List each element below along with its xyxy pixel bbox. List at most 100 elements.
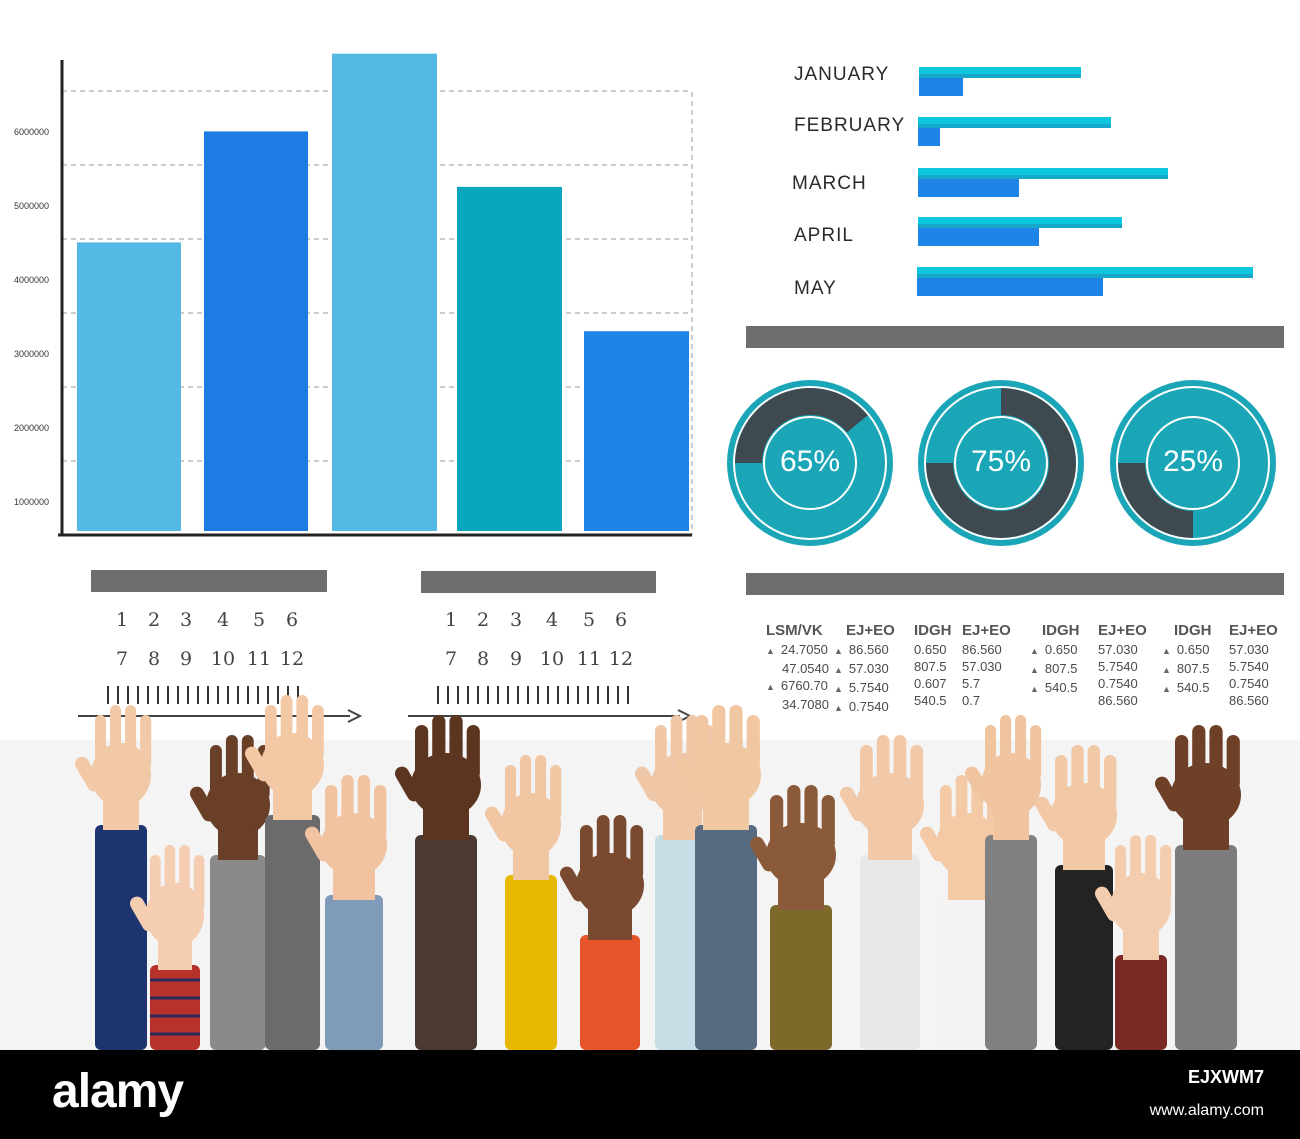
finger: [804, 785, 818, 850]
raised-hand: [75, 705, 152, 1050]
table-cell: 807.5: [914, 659, 947, 674]
table-header: IDGH: [1174, 622, 1212, 639]
finger: [655, 725, 667, 780]
month-bar-primary: [917, 267, 1253, 274]
finger: [1145, 835, 1157, 900]
palm: [321, 813, 387, 877]
sleeve: [150, 965, 200, 1050]
palm: [1171, 763, 1241, 827]
finger: [95, 715, 107, 770]
slider-number: 12: [279, 648, 305, 670]
table-cell: 47.0540: [782, 661, 829, 676]
thumb: [840, 786, 866, 822]
table-header: EJ+EO: [962, 622, 1011, 639]
donut-inner-ring: [954, 416, 1048, 510]
table-cell: 0.7: [962, 693, 981, 708]
month-bar-secondary: [918, 128, 940, 146]
finger: [1130, 835, 1142, 900]
arrow-right-icon: [347, 709, 363, 723]
sleeve: [940, 895, 995, 1050]
finger: [110, 705, 122, 770]
donut-chart: [918, 380, 1084, 546]
thumb: [560, 866, 586, 902]
slider-number: 5: [252, 609, 266, 631]
slider-number: 3: [179, 609, 193, 631]
month-bar-primary-edge: [918, 224, 1122, 228]
finger: [1071, 745, 1084, 810]
month-bar-primary-edge: [918, 175, 1168, 179]
thumb: [130, 896, 156, 932]
palm: [691, 743, 761, 807]
slider-number: 1: [115, 609, 129, 631]
finger: [1030, 725, 1042, 780]
finger: [164, 845, 176, 910]
finger: [296, 695, 309, 760]
donut-percent-label: 25%: [1162, 445, 1224, 478]
table-cell: 86.560: [1229, 693, 1269, 708]
raised-hand: [130, 845, 205, 1050]
table-cell: 57.030: [1229, 642, 1269, 657]
finger: [1087, 745, 1101, 810]
table-column: LSM/VK ▲ 24.7050 47.0540 ▲ 6760.70 34.7080: [766, 622, 829, 713]
slider-number: 2: [147, 609, 161, 631]
slider-number: 9: [509, 648, 523, 670]
finger: [860, 745, 873, 800]
month-bar-secondary: [917, 278, 1103, 296]
month-label: MAY: [794, 278, 837, 299]
y-tick-label: 3000000: [14, 349, 50, 359]
triangle-up-icon: ▲: [1030, 646, 1039, 656]
table-cell: 540.5: [914, 693, 947, 708]
y-tick-label: 5000000: [14, 201, 50, 211]
palm: [411, 753, 481, 817]
slider-number: 10: [210, 648, 236, 670]
finger: [729, 705, 743, 770]
palm: [936, 813, 999, 877]
raised-hands-illustration: [0, 695, 1300, 1050]
slider-number: 12: [608, 648, 634, 670]
thumb: [675, 756, 701, 792]
stock-id: EJXWM7: [1187, 1067, 1264, 1087]
slider-title-bar-right: [421, 571, 656, 593]
finger: [712, 705, 726, 770]
table-cell: ▲ 0.650: [1162, 642, 1210, 657]
table-column: EJ+EO ▲ 86.560 ▲ 57.030 ▲ 5.7540 ▲ 0.7540: [834, 622, 895, 717]
y-tick-label: 2000000: [14, 423, 50, 433]
palm: [206, 773, 270, 837]
thumb: [75, 756, 101, 792]
table-cell: 0.7540: [1098, 676, 1138, 691]
thumb: [635, 766, 661, 802]
watermark-footer: [0, 1050, 1300, 1139]
raised-hand: [560, 815, 644, 1050]
finger: [630, 825, 644, 880]
thumb: [750, 836, 776, 872]
table-cell: 34.7080: [782, 697, 829, 712]
finger: [876, 735, 890, 800]
palm: [261, 733, 324, 797]
palm: [1051, 783, 1117, 847]
finger: [150, 855, 161, 910]
raised-hand: [245, 695, 324, 1050]
monthly-bar-chart: [917, 67, 1253, 296]
table-header: EJ+EO: [846, 622, 895, 639]
donut-percent-label: 75%: [970, 445, 1032, 478]
month-bar-secondary: [918, 179, 1019, 197]
table-cell: ▲ 57.030: [834, 661, 889, 676]
table-cell: 86.560: [962, 642, 1002, 657]
sleeve: [1175, 845, 1237, 1050]
finger: [179, 845, 190, 910]
donut-inner-ring: [1146, 416, 1240, 510]
slider-number: 8: [476, 648, 490, 670]
thumb: [305, 826, 331, 862]
finger: [770, 795, 784, 850]
table-column: IDGH ▲ 0.650 ▲ 807.5 ▲ 540.5: [1162, 622, 1212, 698]
thumb: [920, 826, 946, 862]
y-tick-label: 4000000: [14, 275, 50, 285]
finger: [312, 705, 324, 760]
sleeve: [770, 905, 832, 1050]
triangle-up-icon: ▲: [834, 684, 843, 694]
sleeve: [415, 835, 477, 1050]
month-bar-primary-edge: [917, 274, 1253, 278]
sleeve: [580, 935, 640, 1050]
slider-number: 5: [582, 609, 596, 631]
table-cell: 0.607: [914, 676, 947, 691]
